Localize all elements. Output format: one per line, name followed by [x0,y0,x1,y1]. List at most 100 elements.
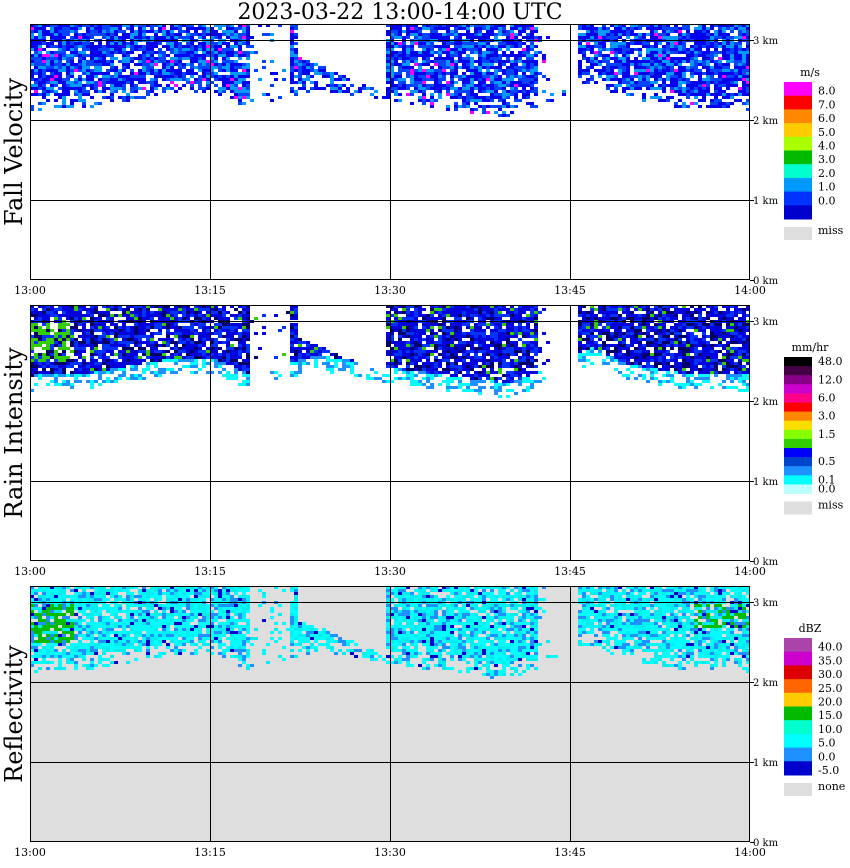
echo-cell [202,27,206,30]
echo-cell [490,335,494,338]
echo-cell [150,347,154,350]
echo-cell [406,51,410,54]
echo-cell [226,374,230,377]
echo-cell [466,335,470,338]
echo-cell [454,54,458,57]
echo-cell [146,329,150,332]
echo-cell [114,380,118,383]
echo-cell [410,81,414,84]
echo-cell [478,51,482,54]
echo-cell [494,386,498,389]
echo-cell [438,359,442,362]
echo-cell [146,57,150,60]
echo-cell [42,335,46,338]
echo-cell [650,54,654,57]
echo-cell [422,60,426,63]
echo-cell [426,374,430,377]
echo-cell [130,57,134,60]
echo-cell [466,90,470,93]
echo-cell [398,51,402,54]
echo-cell [34,30,38,33]
echo-cell [658,63,662,66]
echo-cell [718,75,722,78]
echo-cell [642,33,646,36]
echo-cell [178,75,182,78]
echo-cell [138,356,142,359]
echo-cell [422,329,426,332]
echo-cell [422,33,426,36]
echo-cell [242,347,246,350]
echo-cell [726,24,730,27]
echo-cell [222,362,226,365]
panel-2: 13:00 13:15 13:30 13:45 14:000 km1 km2 km3 k… [0,305,844,578]
echo-cell [466,24,470,27]
echo-cell [442,353,446,356]
echo-cell [246,93,250,96]
echo-cell [414,383,418,386]
echo-cell [174,48,178,51]
echo-cell [486,69,490,72]
echo-cell [70,326,74,329]
echo-cell [478,27,482,30]
echo-cell [438,344,442,347]
echo-cell [638,54,642,57]
echo-cell [54,84,58,87]
echo-cell [158,308,162,311]
echo-cell [578,36,582,39]
echo-cell [462,347,466,350]
echo-cell [142,377,146,380]
echo-cell [746,66,750,69]
echo-cell [614,90,618,93]
echo-cell [406,308,410,311]
echo-cell [714,45,718,48]
echo-cell [390,48,394,51]
echo-cell [258,78,262,81]
echo-cell [162,72,166,75]
echo-cell [42,30,46,33]
echo-cell [438,45,442,48]
echo-cell [470,48,474,51]
echo-cell [298,347,302,350]
echo-cell [394,87,398,90]
echo-cell [30,347,34,350]
echo-cell [230,362,234,365]
echo-cell [90,371,94,374]
echo-cell [222,48,226,51]
echo-cell [678,93,682,96]
echo-cell [474,99,478,102]
echo-cell [154,341,158,344]
echo-cell [522,66,526,69]
echo-cell [394,365,398,368]
echo-cell [274,371,278,374]
echo-cell [398,350,402,353]
echo-cell [306,78,310,81]
echo-cell [682,51,686,54]
echo-cell [242,90,246,93]
echo-cell [518,57,522,60]
echo-cell [74,27,78,30]
echo-cell [102,350,106,353]
echo-cell [450,93,454,96]
echo-cell [730,78,734,81]
echo-cell [614,42,618,45]
echo-cell [746,42,750,45]
echo-cell [166,87,170,90]
echo-cell [38,84,42,87]
echo-cell [702,63,706,66]
echo-cell [602,45,606,48]
echo-cell [122,341,126,344]
echo-cell [626,51,630,54]
echo-cell [610,51,614,54]
echo-cell [474,108,478,111]
echo-cell [646,69,650,72]
echo-cell [122,311,126,314]
echo-cell [206,326,210,329]
echo-cell [138,308,142,311]
echo-cell [206,60,210,63]
echo-cell [646,84,650,87]
echo-cell [58,51,62,54]
echo-cell [174,344,178,347]
echo-cell [650,84,654,87]
echo-cell [686,60,690,63]
echo-cell [206,87,210,90]
